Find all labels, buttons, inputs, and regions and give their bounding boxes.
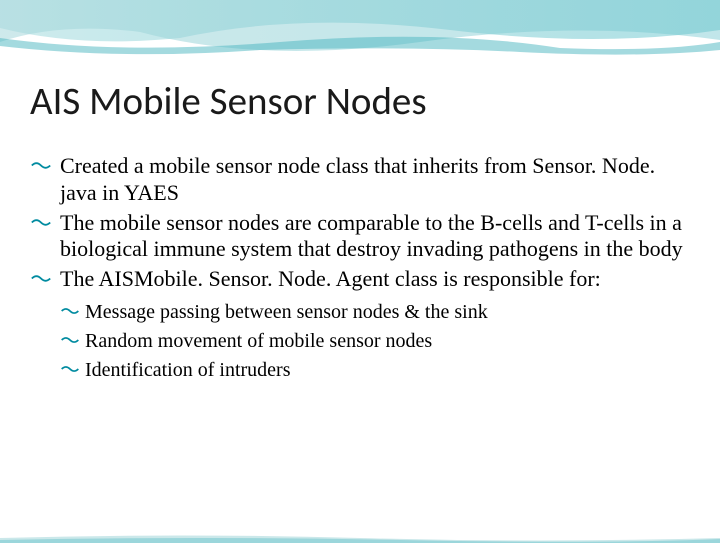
sub-bullet-item: Identification of intruders bbox=[60, 357, 690, 384]
decorative-wave-footer bbox=[0, 530, 720, 540]
main-bullet-list: Created a mobile sensor node class that … bbox=[30, 153, 690, 384]
bullet-text: The AISMobile. Sensor. Node. Agent class… bbox=[60, 266, 601, 291]
decorative-wave-header bbox=[0, 0, 720, 65]
slide-title: AIS Mobile Sensor Nodes bbox=[30, 78, 690, 125]
sub-bullet-list: Message passing between sensor nodes & t… bbox=[60, 299, 690, 384]
bullet-item: Created a mobile sensor node class that … bbox=[30, 153, 690, 207]
bullet-item: The mobile sensor nodes are comparable t… bbox=[30, 210, 690, 264]
content-area: AIS Mobile Sensor Nodes Created a mobile… bbox=[30, 78, 690, 387]
slide-container: AIS Mobile Sensor Nodes Created a mobile… bbox=[0, 0, 720, 540]
bullet-item: The AISMobile. Sensor. Node. Agent class… bbox=[30, 266, 690, 384]
sub-bullet-item: Message passing between sensor nodes & t… bbox=[60, 299, 690, 326]
sub-bullet-item: Random movement of mobile sensor nodes bbox=[60, 328, 690, 355]
